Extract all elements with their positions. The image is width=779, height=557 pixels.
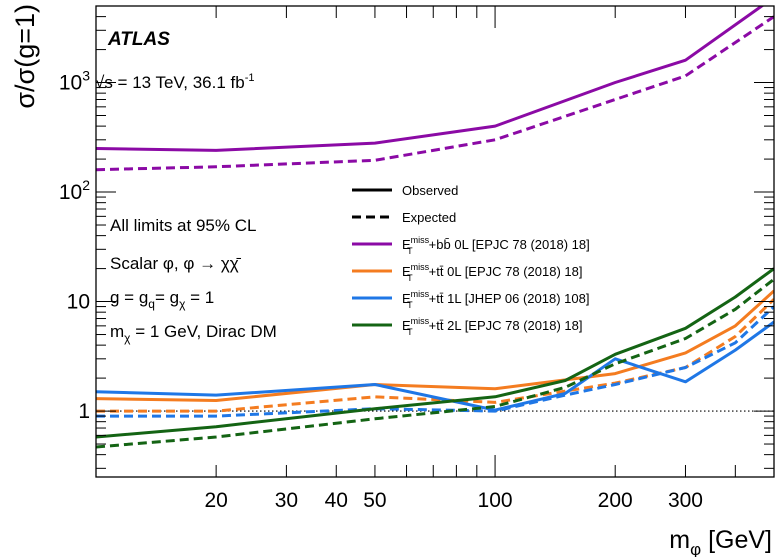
annotation-mass: mχ = 1 GeV, Dirac DM: [110, 322, 277, 345]
x-tick-label: 40: [325, 489, 348, 512]
series-0-observed-line: [96, 6, 765, 152]
legend: Observed Expected Emiss T +bb̄ 0L [EPJC 78 (…: [352, 183, 590, 337]
legend-label-5: Emiss T +tt̄ 2L [EPJC 78 (2018) 18]: [402, 316, 582, 337]
y-tick-label: 102: [59, 177, 90, 204]
series-3-observed-line: [96, 267, 774, 439]
series-1-expected-line: [96, 298, 774, 413]
legend-label-4: Emiss T +tt̄ 1L [JHEP 06 (2018) 108]: [402, 289, 589, 310]
x-tick-label: 50: [363, 489, 386, 512]
energy-lumi-label: √s = 13 TeV, 36.1 fb-1: [95, 72, 254, 92]
x-axis-label: mφ [GeV]: [669, 526, 772, 557]
x-tick-label: 20: [204, 489, 227, 512]
x-tick-label: 100: [478, 489, 513, 512]
legend-label-1: Expected: [402, 210, 456, 225]
axes-group: [95, 5, 775, 478]
y-axis-label: σ/σ(g=1): [10, 4, 40, 109]
series-group: [96, 6, 774, 449]
x-tick-label: 30: [275, 489, 298, 512]
plot-frame: [95, 5, 775, 478]
y-tick-label: 1: [78, 400, 90, 423]
series-0-expected-line: [96, 15, 774, 172]
annotation-cl: All limits at 95% CL: [110, 216, 256, 235]
x-tick-label: 200: [598, 489, 633, 512]
x-tick-label: 300: [668, 489, 703, 512]
series-2-expected-line: [96, 305, 774, 418]
legend-label-3: Emiss T +tt̄ 0L [EPJC 78 (2018) 18]: [402, 262, 582, 283]
series-3-expected-line: [96, 278, 774, 449]
annotation-model: Scalar φ, φ → χχ̄: [110, 254, 242, 273]
legend-label-2: Emiss T +bb̄ 0L [EPJC 78 (2018) 18]: [402, 235, 590, 256]
y-tick-label: 103: [59, 68, 90, 95]
y-tick-label: 10: [67, 291, 90, 314]
legend-label-0: Observed: [402, 183, 458, 198]
series-1-observed-line: [96, 289, 774, 402]
series-2-observed-line: [96, 320, 774, 412]
annotation-couplings: g = gq= gχ = 1: [110, 288, 214, 311]
tick-labels: 20 30 40 50 100 200 300 1 10 102 103: [59, 68, 703, 512]
experiment-label: ATLAS: [107, 29, 170, 50]
